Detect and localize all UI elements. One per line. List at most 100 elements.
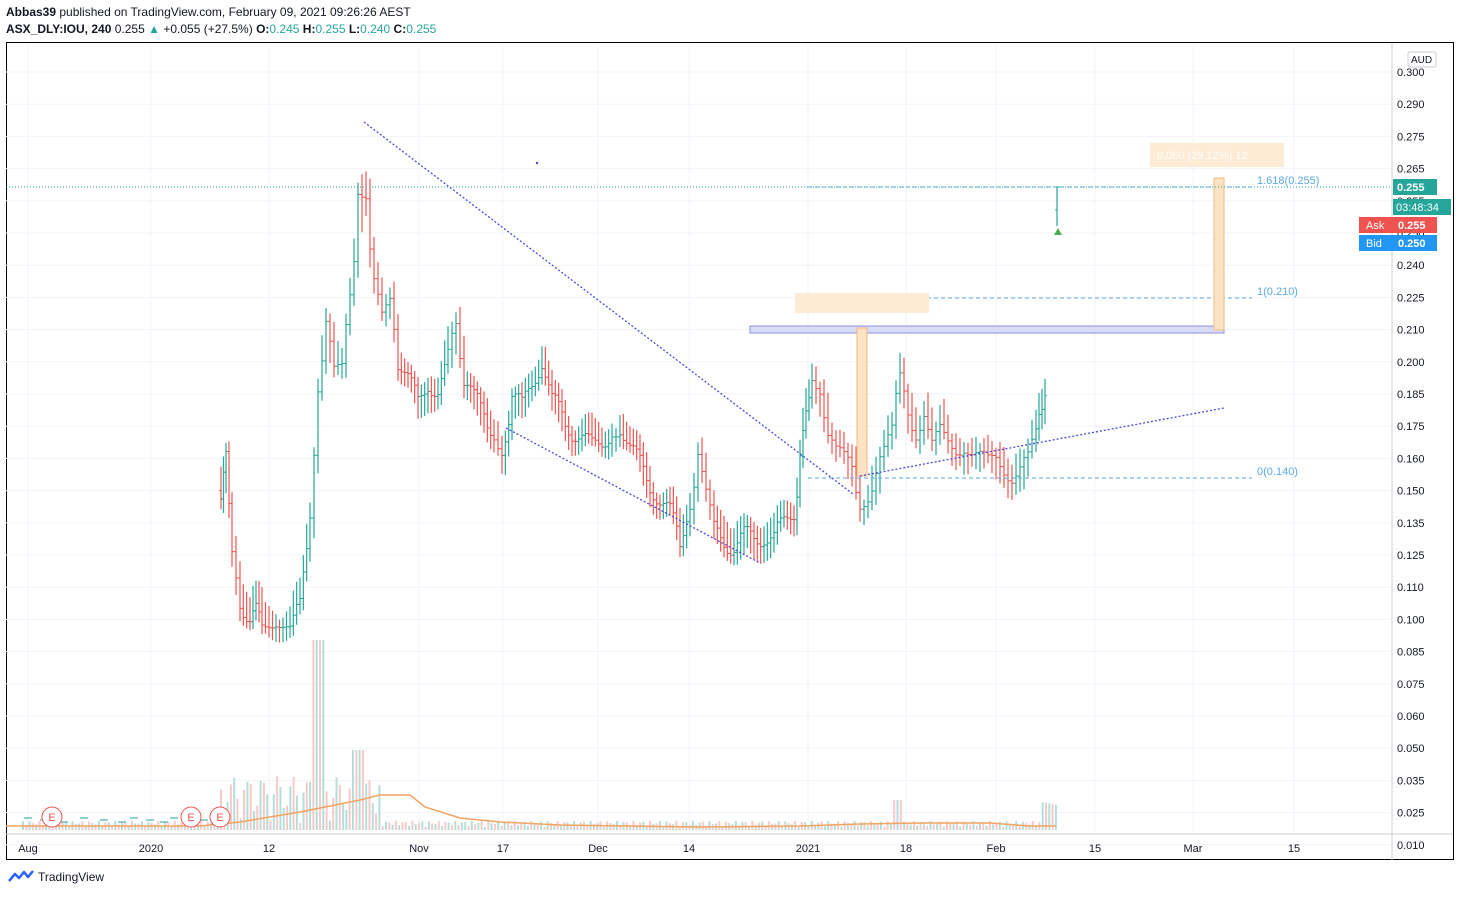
price-tick-label: 0.175 bbox=[1397, 421, 1425, 433]
last-price-tag bbox=[1393, 179, 1437, 195]
measure-bar-left bbox=[856, 327, 868, 477]
time-tick-label: 2021 bbox=[796, 843, 820, 855]
volume-bar bbox=[847, 822, 849, 830]
ask-value: 0.255 bbox=[1398, 220, 1426, 232]
volume-bar bbox=[675, 821, 678, 830]
volume-bar bbox=[972, 821, 975, 830]
volume-bar bbox=[899, 800, 902, 830]
countdown-tag bbox=[1393, 199, 1451, 215]
volume-bar bbox=[922, 822, 925, 830]
volume-bar bbox=[408, 825, 411, 830]
time-tick-label: 18 bbox=[900, 843, 912, 855]
volume-bar bbox=[955, 821, 958, 830]
volume-bar bbox=[797, 825, 800, 830]
volume-bar bbox=[764, 826, 767, 830]
volume-bar bbox=[853, 821, 856, 830]
volume-bar bbox=[860, 822, 863, 830]
volume-bar bbox=[160, 825, 163, 830]
price-tick-label: 0.035 bbox=[1397, 775, 1425, 787]
volume-bar bbox=[903, 821, 906, 830]
volume-bar bbox=[510, 824, 513, 830]
volume-bar bbox=[889, 823, 892, 830]
volume-bar bbox=[342, 804, 345, 830]
volume-bar bbox=[1045, 802, 1047, 830]
volume-bar bbox=[936, 822, 939, 830]
open-label: O: bbox=[256, 22, 270, 36]
volume-bar bbox=[724, 821, 727, 830]
volume-bar bbox=[833, 823, 836, 830]
earnings-marker-label: E bbox=[48, 812, 55, 824]
stray-dot bbox=[535, 161, 539, 165]
volume-ma-line bbox=[6, 794, 1056, 828]
volume-bar bbox=[262, 782, 265, 830]
volume-bar bbox=[517, 824, 519, 830]
volume-bar bbox=[1008, 823, 1011, 830]
price-tick-label: 0.275 bbox=[1397, 131, 1425, 143]
price-tick-label: 0.085 bbox=[1397, 647, 1425, 659]
fib-label-0: 0(0.140) bbox=[1257, 466, 1298, 478]
volume-bar bbox=[497, 821, 500, 830]
volume-bar bbox=[678, 825, 681, 830]
bid-label: Bid bbox=[1366, 238, 1382, 250]
price-axis: 0.300 0.290 0.275 0.265 0.255 0.250 0.240 0.225… bbox=[1391, 43, 1425, 860]
volume-bar bbox=[328, 820, 331, 830]
volume-bar bbox=[441, 826, 444, 830]
volume-bar bbox=[365, 783, 368, 830]
close-value: 0.255 bbox=[406, 22, 437, 36]
volume-bar bbox=[843, 821, 846, 830]
volume-bar bbox=[249, 784, 252, 830]
volume-bar bbox=[962, 821, 965, 830]
price-tick-label: 0.125 bbox=[1397, 550, 1425, 562]
volume-bar bbox=[998, 821, 1001, 830]
volume-bar bbox=[447, 822, 450, 830]
volume-bar bbox=[546, 821, 549, 830]
volume-bar bbox=[454, 821, 457, 830]
volume-bar bbox=[289, 786, 292, 830]
volume-bar bbox=[550, 823, 552, 830]
volume-bar bbox=[299, 822, 302, 830]
volume-bar bbox=[533, 823, 536, 830]
volume-bar bbox=[101, 825, 104, 830]
volume-bar bbox=[127, 826, 130, 830]
volume-bar bbox=[368, 780, 371, 830]
volume-bar bbox=[543, 826, 546, 830]
volume-bar bbox=[94, 824, 97, 830]
volume-bar bbox=[401, 822, 404, 830]
volume-bar bbox=[734, 821, 737, 830]
volume-bar bbox=[276, 776, 279, 830]
volume-bar bbox=[41, 825, 44, 830]
volume-bar bbox=[503, 821, 506, 830]
volume-bars bbox=[22, 640, 1057, 830]
volume-bar bbox=[1041, 802, 1044, 830]
earnings-marker-label: E bbox=[187, 812, 194, 824]
time-tick-label: 17 bbox=[497, 843, 509, 855]
volume-bar bbox=[348, 788, 351, 830]
volume-bar bbox=[913, 821, 915, 830]
volume-bar bbox=[253, 811, 255, 830]
volume-bar bbox=[906, 822, 909, 830]
volume-bar bbox=[817, 822, 820, 830]
ask-tag bbox=[1359, 217, 1437, 233]
chart-frame[interactable] bbox=[6, 42, 1454, 860]
high-value: 0.255 bbox=[315, 22, 346, 36]
volume-bar bbox=[507, 822, 510, 830]
volume-bar bbox=[579, 822, 582, 830]
volume-bar bbox=[979, 822, 981, 830]
volume-bar bbox=[896, 800, 899, 830]
volume-bar bbox=[394, 821, 397, 830]
volume-bar bbox=[662, 826, 665, 830]
volume-bar bbox=[823, 826, 826, 830]
volume-bar bbox=[279, 787, 282, 830]
volume-bar bbox=[612, 824, 615, 830]
volume-bar bbox=[398, 825, 401, 830]
volume-bar bbox=[391, 824, 394, 830]
volume-bar bbox=[154, 824, 156, 830]
volume-bar bbox=[1035, 825, 1038, 830]
volume-bar bbox=[282, 807, 285, 830]
time-tick-label: Nov bbox=[409, 843, 429, 855]
volume-bar bbox=[292, 776, 295, 830]
volume-bar bbox=[919, 822, 922, 830]
price-tick-label: 0.025 bbox=[1397, 808, 1425, 820]
volume-bar bbox=[748, 825, 750, 830]
